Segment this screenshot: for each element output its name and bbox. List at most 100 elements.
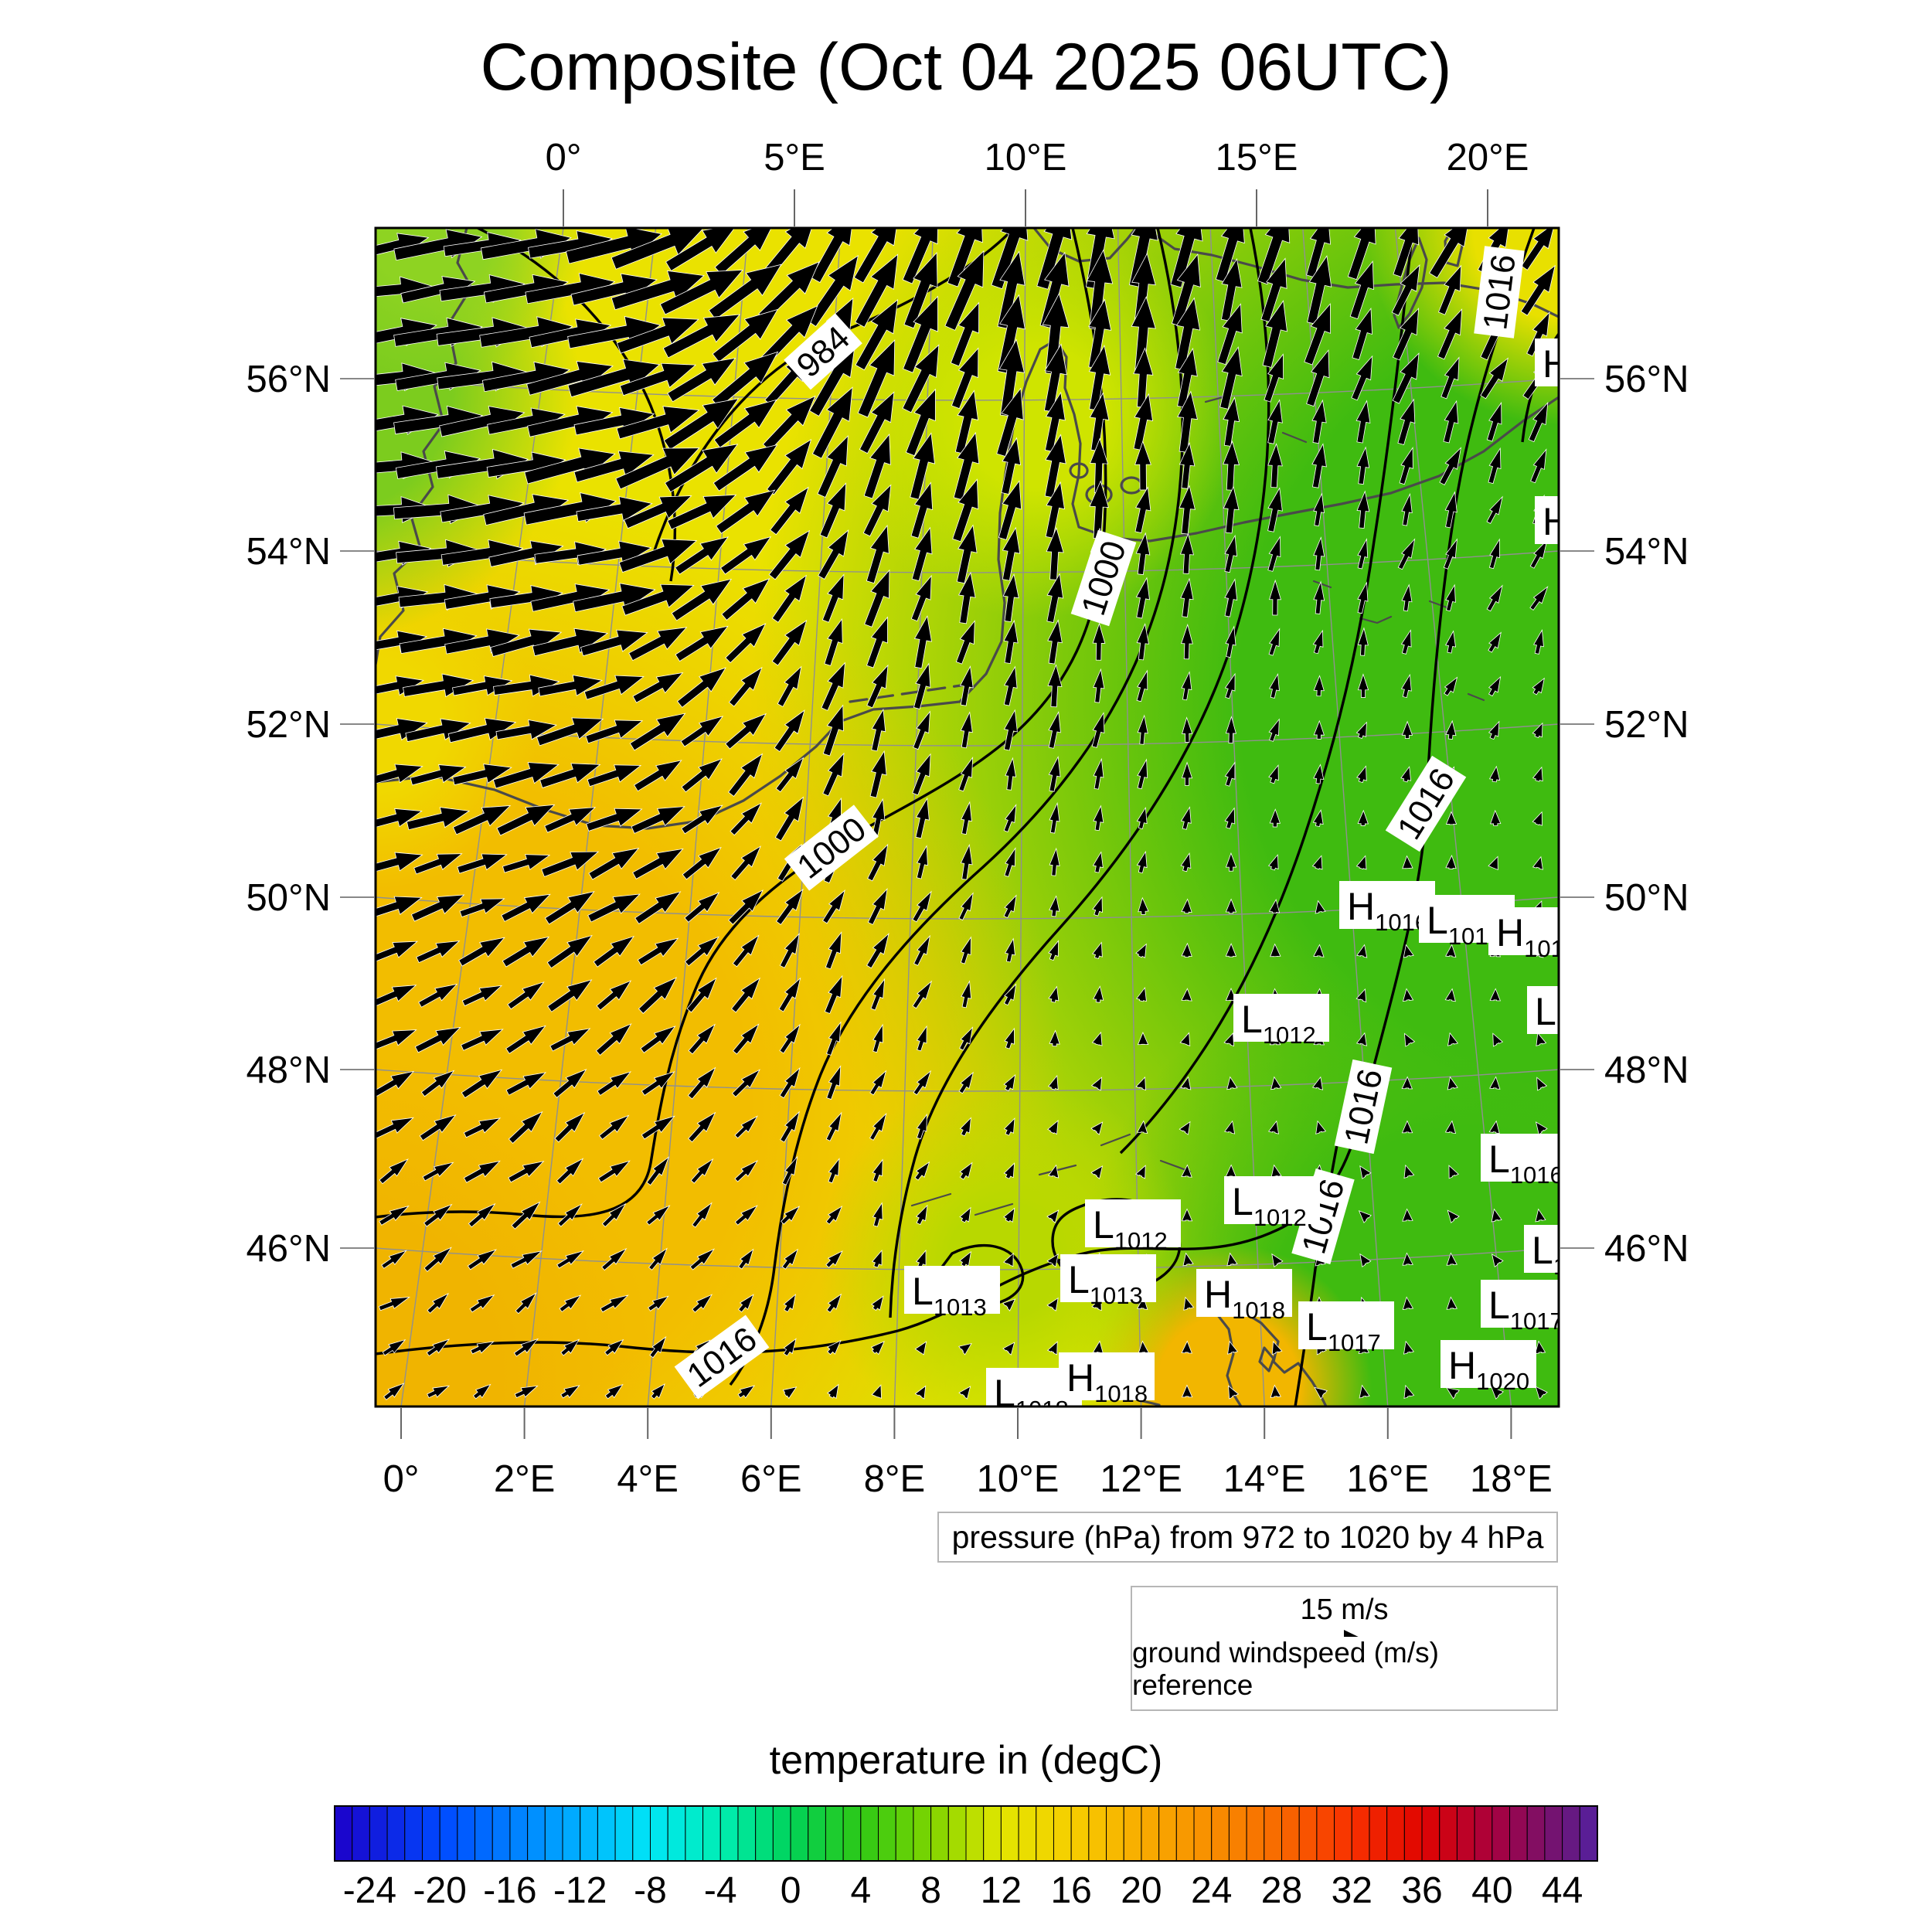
- wind-arrow: [1447, 1032, 1459, 1046]
- wind-arrow: [1444, 676, 1458, 696]
- wind-arrow: [1048, 1164, 1060, 1179]
- wind-arrow: [472, 1383, 492, 1400]
- wind-arrow: [1181, 988, 1192, 1002]
- wind-arrow: [1138, 896, 1149, 915]
- wind-arrow: [1536, 1032, 1547, 1046]
- pressure-center-bg: [1481, 1280, 1559, 1328]
- wind-arrow: [1224, 807, 1236, 829]
- wind-arrow: [470, 1341, 495, 1355]
- wind-arrow: [781, 1206, 801, 1225]
- wind-arrow: [825, 1206, 843, 1225]
- wind-arrow: [1090, 1077, 1103, 1091]
- wind-arrow: [1224, 1120, 1236, 1134]
- wind-arrow: [1226, 1076, 1238, 1090]
- wind-arrow: [1311, 443, 1327, 488]
- wind-arrow: [1181, 942, 1192, 958]
- wind-arrow: [913, 934, 930, 966]
- wind-arrow: [1313, 764, 1325, 784]
- wind-arrow: [1444, 491, 1458, 529]
- wind-arrow: [1225, 852, 1237, 872]
- pressure-center-low: L1017: [1298, 1301, 1394, 1356]
- wind-arrow: [1311, 855, 1323, 870]
- wind-arrow: [1520, 264, 1556, 316]
- wind-arrow: [1313, 580, 1325, 614]
- wind-arrow: [738, 1294, 754, 1313]
- wind-arrow: [378, 1296, 410, 1311]
- wind-arrow: [544, 807, 597, 833]
- wind-arrow: [825, 1021, 842, 1056]
- top-tick-label: 10°E: [985, 137, 1067, 179]
- wind-arrow: [650, 1383, 665, 1400]
- colorbar-tick-label: -8: [634, 1870, 667, 1911]
- wind-arrow: [1182, 716, 1193, 743]
- wind-arrow: [1269, 579, 1281, 616]
- wind-arrow: [783, 1338, 797, 1356]
- colorbar-cell: [1351, 1805, 1370, 1862]
- wind-arrow: [383, 1383, 405, 1400]
- colorbar-tick-label: 8: [920, 1870, 941, 1911]
- wind-arrow: [737, 1385, 756, 1399]
- wind-arrow: [728, 889, 764, 925]
- wind-arrow: [1135, 1077, 1146, 1091]
- wind-arrow: [1490, 809, 1502, 826]
- wind-arrow: [913, 662, 931, 709]
- pressure-legend-text: pressure (hPa) from 972 to 1020 by 4 hPa: [951, 1519, 1544, 1555]
- wind-arrow: [1134, 486, 1151, 534]
- colorbar-cell: [825, 1805, 844, 1862]
- wind-arrow: [662, 314, 741, 359]
- wind-arrow: [634, 760, 682, 792]
- wind-arrow: [719, 536, 772, 575]
- wind-arrow: [1312, 809, 1324, 828]
- wind-arrow: [629, 713, 686, 751]
- wind-arrow: [1313, 536, 1325, 571]
- wind-arrow: [1313, 492, 1325, 527]
- wind-arrow: [502, 936, 550, 968]
- wind-arrow: [1448, 1165, 1459, 1179]
- wind-arrow: [463, 1160, 501, 1183]
- wind-arrow: [959, 1026, 974, 1051]
- colorbar-cell: [1334, 1805, 1352, 1862]
- colorbar-cell: [492, 1805, 511, 1862]
- wind-arrow: [859, 391, 895, 454]
- wind-arrow: [1002, 1298, 1016, 1311]
- colorbar-tick-label: 12: [981, 1870, 1022, 1911]
- right-tick-label: 54°N: [1604, 531, 1689, 573]
- wind-arrow: [1532, 811, 1543, 826]
- wind-arrow: [872, 1249, 883, 1268]
- wind-arrow: [1489, 1076, 1501, 1090]
- wind-arrow: [1443, 400, 1459, 444]
- wind-arrow: [692, 1202, 713, 1228]
- wind-arrow: [631, 806, 685, 834]
- graticule-parallel: [376, 378, 1559, 401]
- pressure-center-low: L1012: [1085, 1199, 1181, 1254]
- wind-arrow: [1486, 401, 1502, 442]
- isobar-contour: [1294, 1129, 1342, 1406]
- wind-arrow: [824, 617, 843, 666]
- wind-arrow: [916, 1204, 928, 1226]
- bottom-tick-label: 10°E: [977, 1458, 1060, 1500]
- isobar-label-bg: [1070, 529, 1137, 627]
- pressure-center-bg: [1488, 907, 1559, 955]
- pressure-center-low: L1013: [904, 1266, 1000, 1321]
- wind-arrow: [1047, 619, 1063, 665]
- wind-arrow: [1093, 985, 1104, 1003]
- colorbar-cell: [1158, 1805, 1177, 1862]
- pressure-center-high: H: [1535, 496, 1559, 544]
- colorbar-cell: [755, 1805, 774, 1862]
- pressure-center-bg: [1059, 1352, 1155, 1400]
- wind-arrow: [913, 615, 932, 669]
- wind-arrow: [1134, 440, 1151, 491]
- wind-arrow: [732, 1023, 760, 1055]
- wind-arrow: [663, 398, 740, 451]
- wind-arrow: [376, 985, 417, 1008]
- wind-arrow: [712, 308, 779, 362]
- isobar-label-bg: [784, 804, 879, 891]
- wind-arrow: [872, 1023, 883, 1053]
- wind-arrow: [641, 1071, 675, 1096]
- wind-arrow: [1257, 228, 1291, 285]
- wind-arrow: [554, 1112, 586, 1143]
- wind-arrow: [382, 1338, 406, 1356]
- wind-arrow: [1400, 673, 1412, 699]
- wind-arrow: [916, 845, 928, 879]
- wind-arrow: [1179, 532, 1194, 574]
